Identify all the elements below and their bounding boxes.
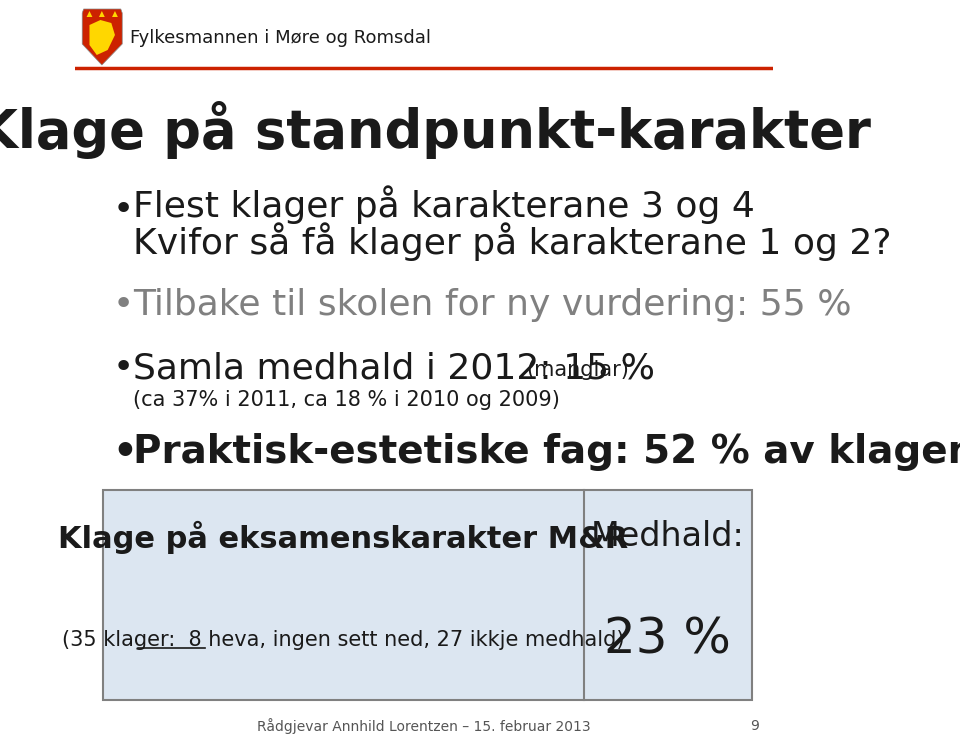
Text: Flest klager på karakterane 3 og 4: Flest klager på karakterane 3 og 4 xyxy=(133,186,755,224)
Text: Klage på standpunkt-karakter: Klage på standpunkt-karakter xyxy=(0,101,871,159)
Bar xyxy=(103,490,752,700)
Text: Medhald:: Medhald: xyxy=(591,521,745,554)
Polygon shape xyxy=(86,11,92,17)
Text: •: • xyxy=(112,193,134,227)
Text: (manglar): (manglar) xyxy=(526,360,629,380)
Polygon shape xyxy=(89,20,115,55)
Text: (35 klager:  8 heva, ingen sett ned, 27 ikkje medhald): (35 klager: 8 heva, ingen sett ned, 27 i… xyxy=(62,630,625,650)
Polygon shape xyxy=(112,11,118,17)
Text: •: • xyxy=(112,351,134,385)
Text: Samla medhald i 2012: 15 %: Samla medhald i 2012: 15 % xyxy=(133,351,666,385)
Bar xyxy=(75,0,774,68)
Text: Tilbake til skolen for ny vurdering: 55 %: Tilbake til skolen for ny vurdering: 55 … xyxy=(133,288,852,322)
Polygon shape xyxy=(83,9,122,65)
Text: •: • xyxy=(112,433,137,471)
Text: 23 %: 23 % xyxy=(605,616,732,664)
Text: (ca 37% i 2011, ca 18 % i 2010 og 2009): (ca 37% i 2011, ca 18 % i 2010 og 2009) xyxy=(133,390,560,410)
Text: 9: 9 xyxy=(750,719,758,733)
Text: •: • xyxy=(112,288,134,322)
Text: Rådgjevar Annhild Lorentzen – 15. februar 2013: Rådgjevar Annhild Lorentzen – 15. februa… xyxy=(257,718,591,734)
Text: Fylkesmannen i Møre og Romsdal: Fylkesmannen i Møre og Romsdal xyxy=(130,29,430,47)
Text: Kvifor så få klager på karakterane 1 og 2?: Kvifor så få klager på karakterane 1 og … xyxy=(133,223,892,261)
Text: Klage på eksamenskarakter M&R: Klage på eksamenskarakter M&R xyxy=(59,521,629,554)
Text: Praktisk-estetiske fag: 52 % av klagene: Praktisk-estetiske fag: 52 % av klagene xyxy=(133,433,960,471)
Polygon shape xyxy=(99,11,105,17)
